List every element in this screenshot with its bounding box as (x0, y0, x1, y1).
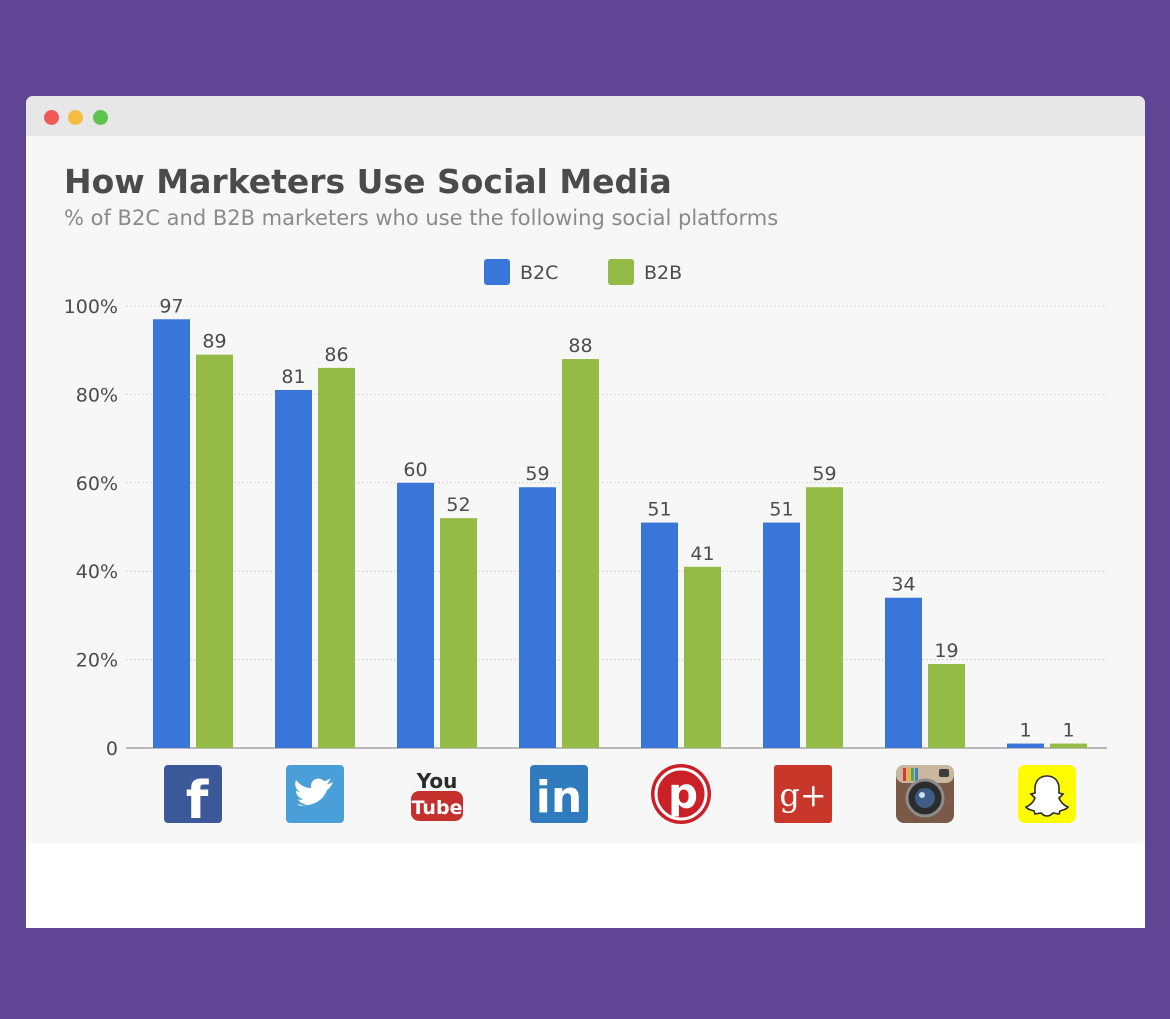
bar-chart: 0 20% 40% 60% 80% 100% B2C B2B 97 89 f 81 86 60 52 You T… (64, 259, 1107, 831)
legend-swatch-b2b (608, 259, 634, 285)
bar-value-label: 59 (812, 463, 836, 485)
bar-value-label: 86 (324, 344, 348, 366)
pinterest-icon: p (651, 764, 711, 824)
bar-value-label: 1 (1062, 720, 1074, 742)
bar-b2b-twitter[interactable] (318, 367, 355, 748)
bar-b2b-instagram[interactable] (928, 664, 965, 748)
close-window-button[interactable] (44, 110, 59, 125)
google-plus-icon: g+ (774, 765, 832, 823)
bar-value-label: 89 (202, 331, 226, 353)
y-tick-label: 80% (76, 384, 118, 406)
bar-b2c-youtube[interactable] (397, 482, 434, 748)
svg-text:f: f (186, 771, 210, 831)
twitter-icon (286, 765, 344, 823)
bar-b2c-pinterest[interactable] (641, 522, 678, 748)
youtube-icon: You Tube (411, 769, 463, 821)
bar-value-label: 81 (281, 366, 305, 388)
chart-container: 0 20% 40% 60% 80% 100% B2C B2B 97 89 f 81 86 60 52 You T… (26, 136, 1145, 843)
svg-text:You: You (416, 769, 458, 793)
bar-b2b-facebook[interactable] (196, 354, 233, 748)
bar-value-label: 52 (446, 494, 470, 516)
bar-value-label: 1 (1019, 720, 1031, 742)
snapchat-icon (1018, 765, 1076, 823)
y-tick-label: 40% (76, 561, 118, 583)
y-tick-label: 20% (76, 650, 118, 672)
chart-title: How Marketers Use Social Media (64, 162, 672, 201)
bar-value-label: 19 (934, 640, 958, 662)
bar-value-label: 97 (159, 295, 183, 317)
bar-b2c-snapchat[interactable] (1007, 743, 1044, 748)
svg-text:g+: g+ (779, 776, 826, 814)
maximize-window-button[interactable] (93, 110, 108, 125)
bar-b2c-twitter[interactable] (275, 389, 312, 748)
bar-value-label: 51 (647, 499, 671, 521)
y-tick-label: 100% (64, 296, 118, 318)
bar-b2b-youtube[interactable] (440, 518, 477, 748)
window-titlebar (26, 96, 1145, 136)
bar-b2c-linkedin[interactable] (519, 487, 556, 748)
bar-value-label: 51 (769, 499, 793, 521)
bar-b2c-instagram[interactable] (885, 597, 922, 748)
facebook-icon: f (164, 765, 222, 831)
svg-text:in: in (536, 772, 582, 823)
bar-value-label: 34 (891, 574, 915, 596)
legend-swatch-b2c (484, 259, 510, 285)
bar-value-label: 41 (690, 543, 714, 565)
bar-value-label: 88 (568, 335, 592, 357)
browser-window: 0 20% 40% 60% 80% 100% B2C B2B 97 89 f 81 86 60 52 You T… (26, 96, 1145, 928)
bar-b2b-google-[interactable] (806, 487, 843, 748)
y-tick-label: 0 (106, 738, 118, 760)
chart-subtitle: % of B2C and B2B marketers who use the f… (64, 206, 779, 230)
minimize-window-button[interactable] (68, 110, 83, 125)
bar-b2b-snapchat[interactable] (1050, 743, 1087, 748)
svg-text:p: p (668, 769, 698, 818)
bar-b2c-google-[interactable] (763, 522, 800, 748)
bar-value-label: 59 (525, 463, 549, 485)
instagram-icon (896, 765, 954, 823)
svg-text:Tube: Tube (412, 797, 463, 819)
y-tick-label: 60% (76, 473, 118, 495)
bar-b2c-facebook[interactable] (153, 319, 190, 748)
bar-b2b-pinterest[interactable] (684, 566, 721, 748)
legend-label-b2c[interactable]: B2C (520, 262, 558, 284)
legend-label-b2b[interactable]: B2B (644, 262, 682, 284)
linkedin-icon: in (530, 765, 588, 823)
bar-b2b-linkedin[interactable] (562, 359, 599, 748)
bar-value-label: 60 (403, 459, 427, 481)
